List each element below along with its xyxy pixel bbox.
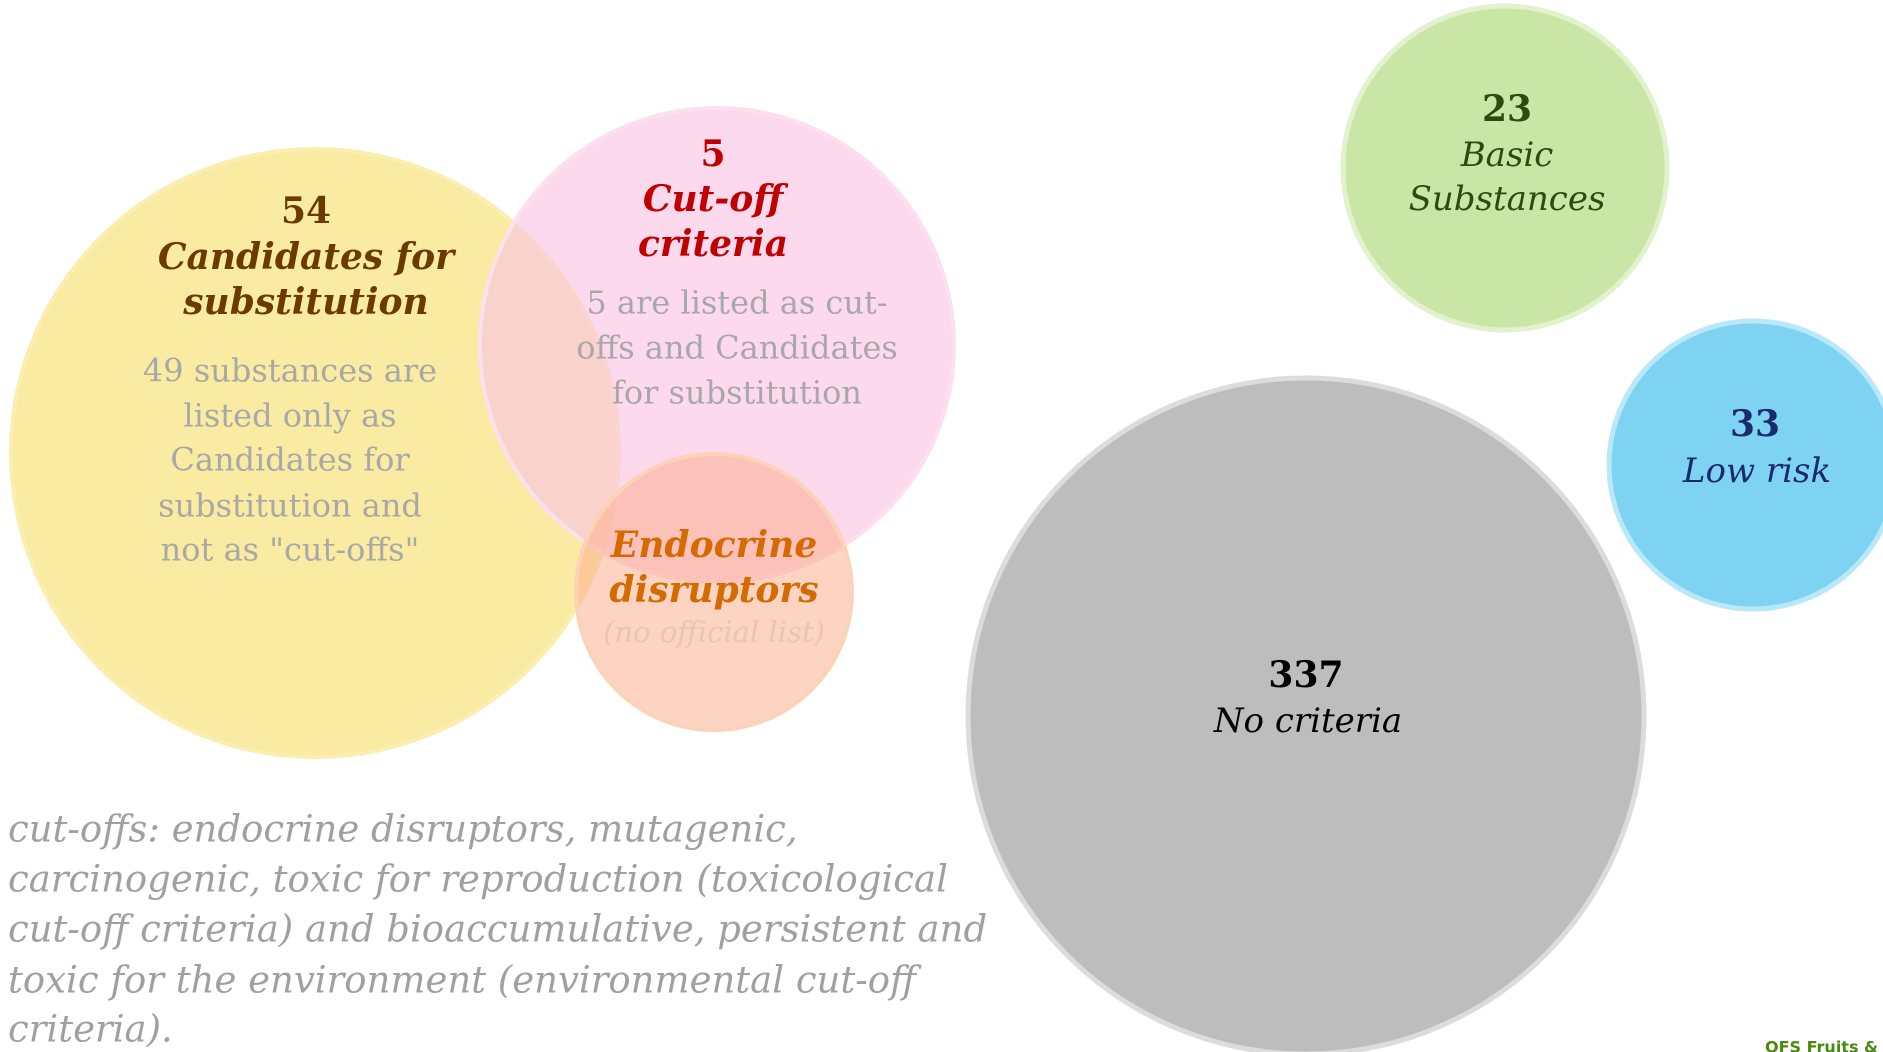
number: 23 [1482, 88, 1532, 130]
description: 5 are listed as cut- [586, 284, 887, 322]
footnote: toxic for the environment (environmental… [8, 959, 922, 1002]
title: criteria [638, 223, 788, 265]
description: substitution and [158, 487, 422, 525]
title: Cut-off [643, 178, 788, 220]
footnote: criteria). [8, 1008, 173, 1051]
circle-gray [965, 375, 1647, 1052]
description: listed only as [183, 397, 396, 435]
description: offs and Candidates [576, 329, 898, 367]
circle-green [1340, 3, 1670, 333]
title: Low risk [1682, 451, 1831, 491]
description: 49 substances are [143, 352, 437, 390]
number: 337 [1268, 654, 1343, 696]
corner-text: OFS Fruits & [1765, 1038, 1878, 1052]
description: Candidates for [170, 441, 410, 479]
footnote: cut-offs: endocrine disruptors, mutageni… [8, 808, 798, 851]
footnote: carcinogenic, toxic for reproduction (to… [8, 858, 948, 901]
title: No criteria [1213, 701, 1402, 741]
description: not as "cut-offs" [161, 531, 420, 569]
circles [9, 3, 1883, 1052]
title: Candidates for [158, 236, 457, 278]
number: 54 [281, 190, 331, 232]
circle-blue [1606, 318, 1883, 612]
footnote: cut-off criteria) and bioaccumulative, p… [8, 908, 987, 951]
title: substitution [182, 281, 428, 323]
circle-orange [574, 452, 854, 732]
title: Substances [1409, 179, 1606, 219]
title: Basic [1460, 135, 1554, 175]
description: for substitution [612, 374, 862, 412]
number: 33 [1730, 403, 1780, 445]
title: disruptors [609, 569, 818, 611]
number: 5 [700, 133, 725, 175]
title: Endocrine [610, 524, 817, 566]
note: (no official list) [603, 615, 825, 649]
